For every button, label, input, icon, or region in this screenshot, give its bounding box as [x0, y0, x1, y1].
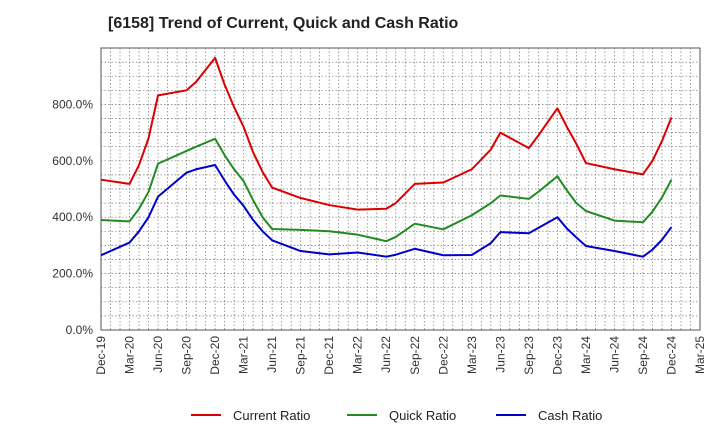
y-tick-label: 600.0%: [52, 154, 93, 168]
y-tick-label: 200.0%: [52, 267, 93, 281]
x-tick-label: Dec-22: [436, 336, 450, 375]
x-tick-label: Jun-20: [151, 336, 165, 373]
x-axis: Dec-19 Mar-20 Jun-20 Sep-20 Dec-20 Mar-21 Jun-…: [94, 336, 707, 375]
x-tick-label: Dec-19: [94, 336, 108, 375]
y-tick-label: 400.0%: [52, 210, 93, 224]
series-line-cash-ratio: [100, 164, 673, 258]
x-tick-label: Dec-23: [550, 336, 564, 375]
x-tick-label: Sep-23: [522, 336, 536, 375]
x-tick-label: Dec-21: [322, 336, 336, 375]
series-line-quick-ratio: [100, 137, 673, 243]
x-tick-label: Jun-22: [379, 336, 393, 373]
legend-label-quick-ratio: Quick Ratio: [389, 408, 456, 423]
plot-frame: [100, 47, 701, 331]
x-tick-label: Jun-21: [265, 336, 279, 373]
legend-label-cash-ratio: Cash Ratio: [538, 408, 602, 423]
series-lines: [100, 56, 673, 258]
x-tick-label: Sep-21: [294, 336, 308, 375]
grid-lines: [100, 47, 701, 331]
x-tick-label: Dec-20: [208, 336, 222, 375]
x-tick-label: Mar-20: [123, 336, 137, 374]
x-tick-label: Sep-20: [180, 336, 194, 375]
x-tick-label: Mar-21: [237, 336, 251, 374]
x-tick-label: Sep-22: [408, 336, 422, 375]
x-tick-label: Mar-24: [579, 336, 593, 374]
x-tick-label: Mar-25: [693, 336, 707, 374]
x-tick-label: Mar-22: [351, 336, 365, 374]
x-tick-label: Sep-24: [636, 336, 650, 375]
legend: Current Ratio Quick Ratio Cash Ratio: [191, 408, 602, 423]
y-tick-label: 800.0%: [52, 97, 93, 111]
x-tick-label: Jun-23: [493, 336, 507, 373]
x-tick-label: Mar-23: [465, 336, 479, 374]
y-axis: 0.0% 200.0% 400.0% 600.0% 800.0%: [52, 97, 93, 337]
y-tick-label: 0.0%: [66, 323, 94, 337]
x-tick-label: Dec-24: [664, 336, 678, 375]
legend-label-current-ratio: Current Ratio: [233, 408, 310, 423]
chart-title: [6158] Trend of Current, Quick and Cash …: [108, 15, 459, 32]
x-tick-label: Jun-24: [607, 336, 621, 373]
series-line-current-ratio: [100, 56, 673, 211]
